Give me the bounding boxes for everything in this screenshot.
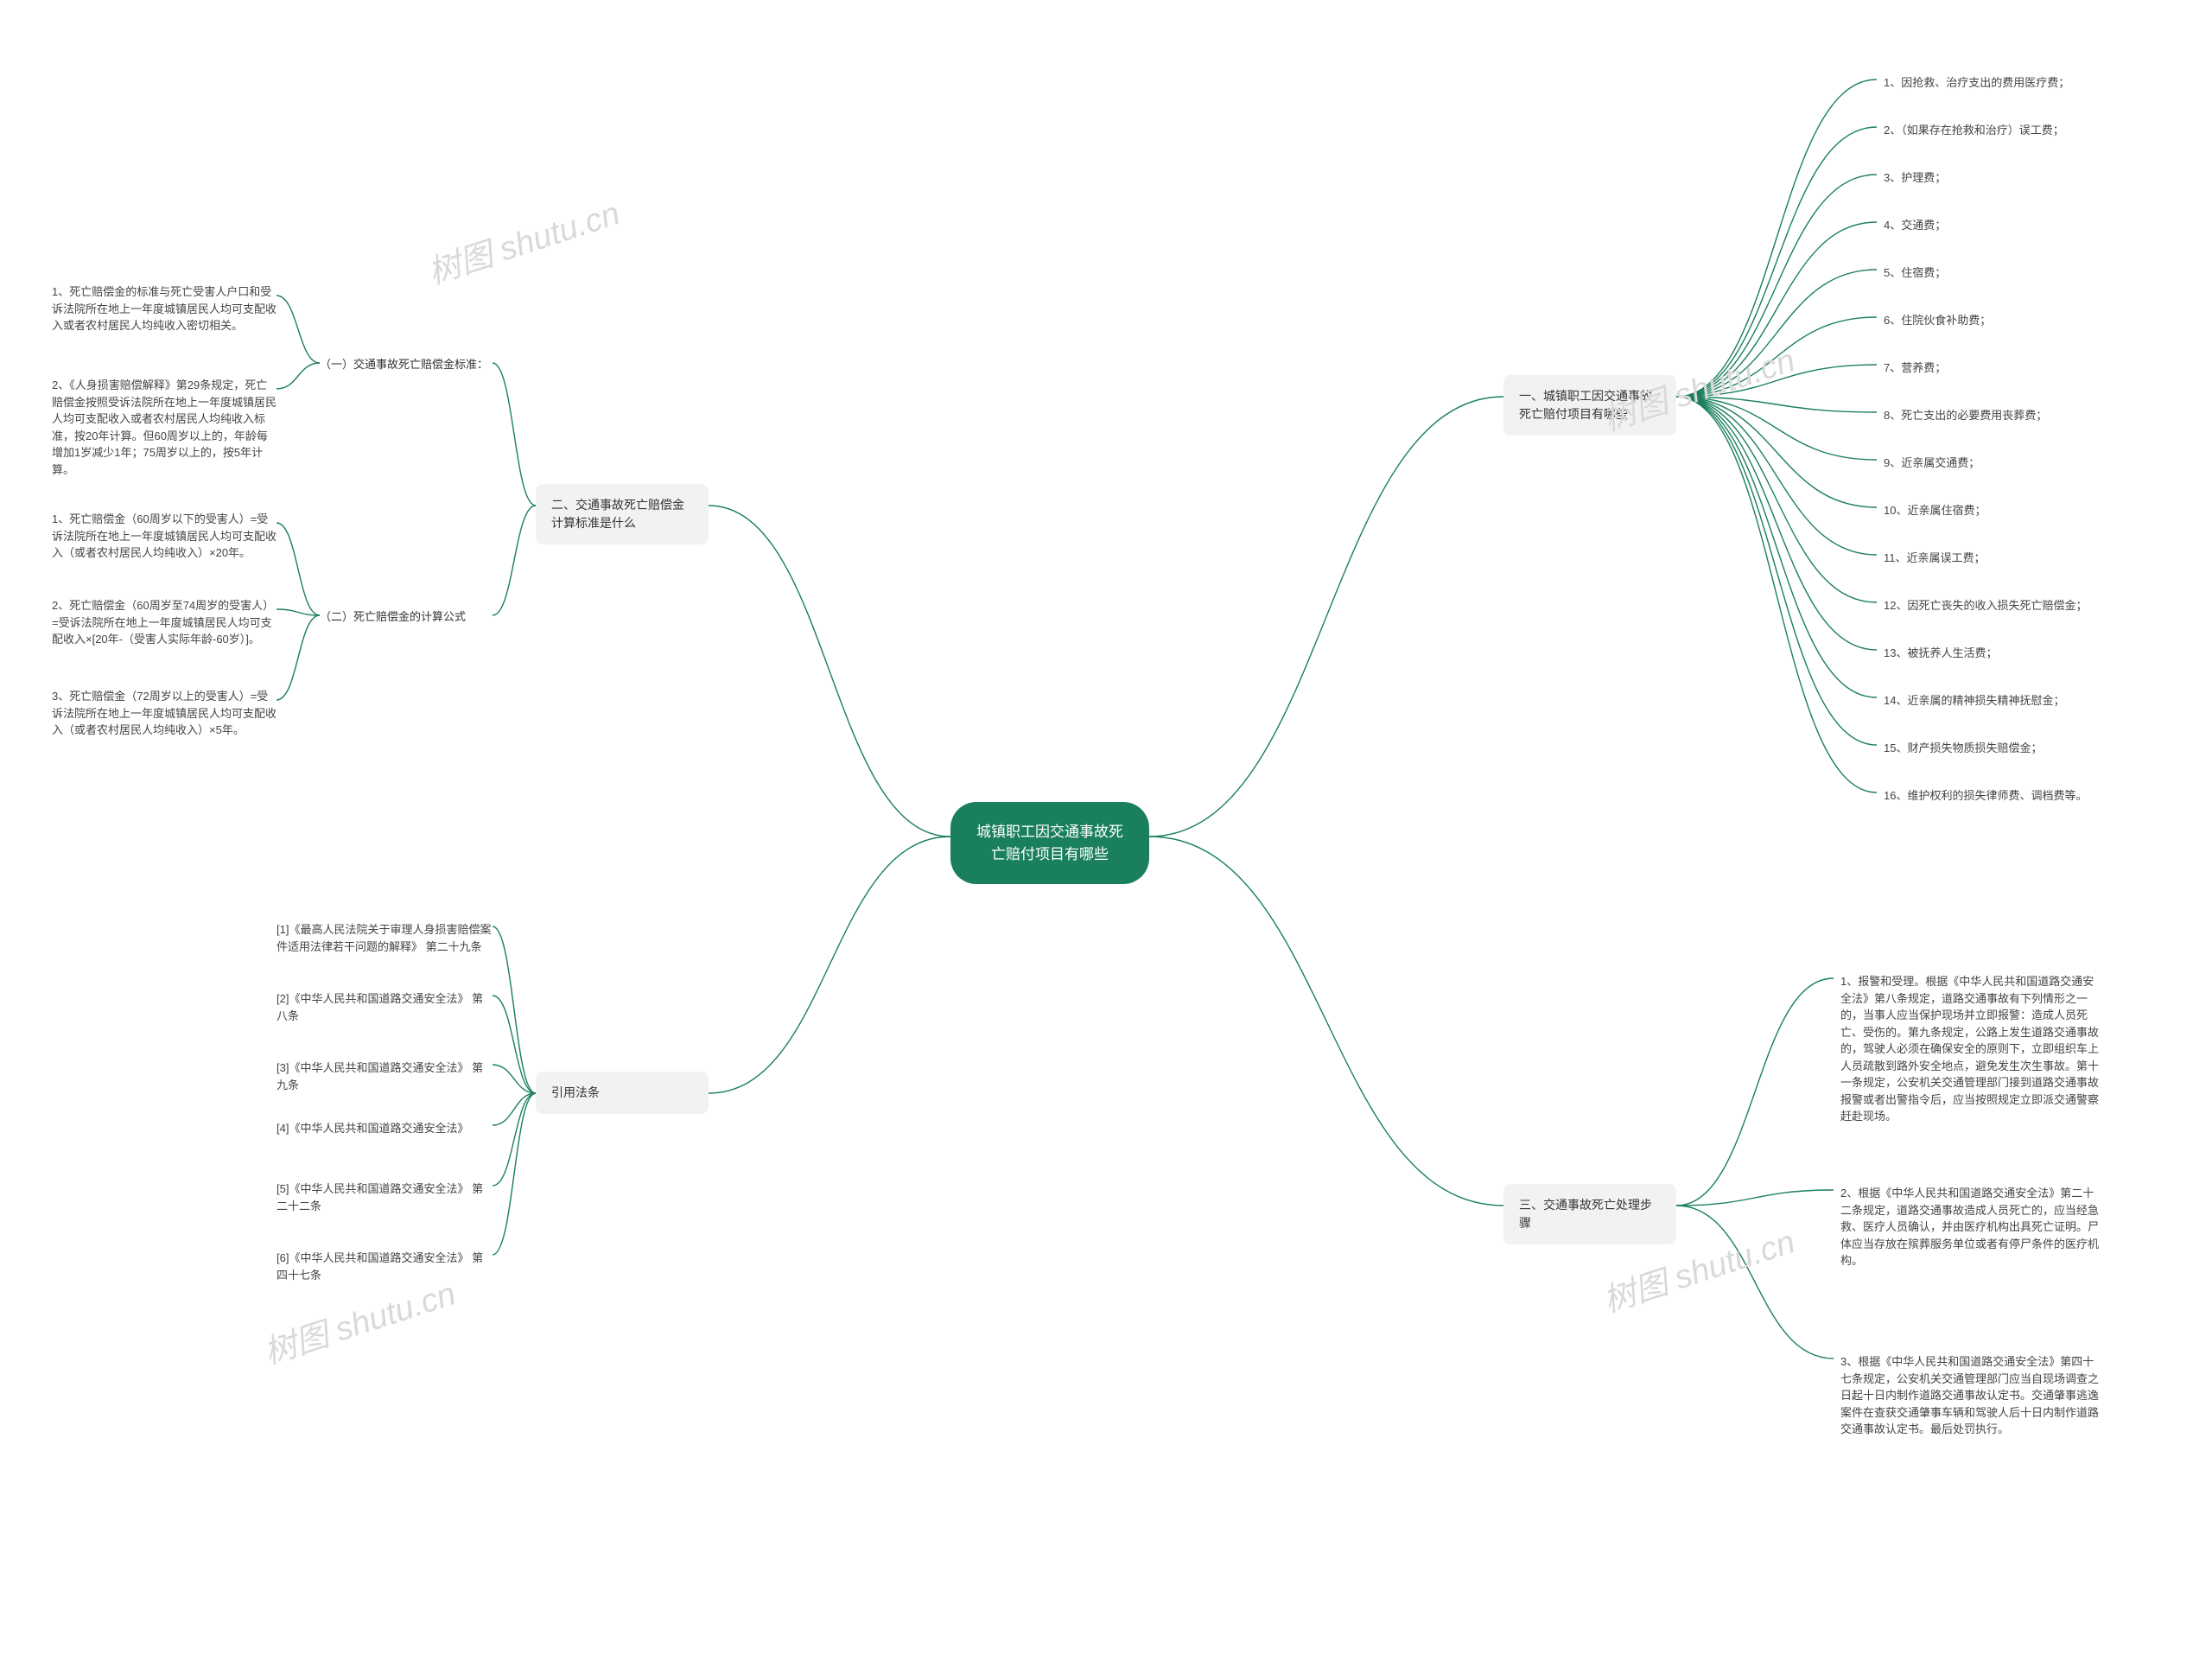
watermark: 树图 shutu.cn [421,187,625,293]
leaf-node: 15、财产损失物质损失赔偿金； [1884,735,2100,762]
sub-node: （一）交通事故死亡赔偿金标准： [320,353,501,377]
leaf-node: 10、近亲属住宿费； [1884,497,2100,525]
leaf-node: [3]《中华人民共和国道路交通安全法》 第九条 [276,1054,493,1098]
leaf-node: 6、住院伙食补助费； [1884,307,2100,334]
branch-node[interactable]: 一、城镇职工因交通事故死亡赔付项目有哪些 [1503,375,1676,436]
branch-label: 引用法条 [551,1085,600,1099]
leaf-node: 2、（如果存在抢救和治疗）误工费； [1884,117,2100,144]
sub-node: （二）死亡赔偿金的计算公式 [320,605,501,629]
leaf-node: 1、死亡赔偿金的标准与死亡受害人户口和受诉法院所在地上一年度城镇居民人均可支配收… [52,278,276,340]
leaf-node: 3、根据《中华人民共和国道路交通安全法》第四十七条规定，公安机关交通管理部门应当… [1840,1348,2100,1443]
leaf-node: 9、近亲属交通费； [1884,449,2100,477]
leaf-node: 7、营养费； [1884,354,2100,382]
leaf-node: 1、报警和受理。根据《中华人民共和国道路交通安全法》第八条规定，道路交通事故有下… [1840,968,2100,1130]
branch-node[interactable]: 二、交通事故死亡赔偿金计算标准是什么 [536,484,709,544]
branch-node[interactable]: 引用法条 [536,1072,709,1114]
leaf-node: 2、《人身损害赔偿解释》第29条规定，死亡赔偿金按照受诉法院所在地上一年度城镇居… [52,372,276,483]
leaf-node: 13、被抚养人生活费； [1884,640,2100,667]
leaf-node: 12、因死亡丧失的收入损失死亡赔偿金； [1884,592,2100,620]
center-label: 城镇职工因交通事故死亡赔付项目有哪些 [976,824,1123,862]
leaf-node: 11、近亲属误工费； [1884,544,2100,572]
leaf-node: [5]《中华人民共和国道路交通安全法》 第二十二条 [276,1175,493,1219]
center-node[interactable]: 城镇职工因交通事故死亡赔付项目有哪些 [950,802,1149,884]
leaf-node: 4、交通费； [1884,212,2100,239]
leaf-node: 16、维护权利的损失律师费、调档费等。 [1884,782,2100,810]
leaf-node: [2]《中华人民共和国道路交通安全法》 第八条 [276,985,493,1029]
mindmap-canvas: 城镇职工因交通事故死亡赔付项目有哪些 一、城镇职工因交通事故死亡赔付项目有哪些 1… [0,0,2212,1680]
leaf-node: 5、住宿费； [1884,259,2100,287]
leaf-node: 8、死亡支出的必要费用丧葬费； [1884,402,2100,430]
leaf-node: [1]《最高人民法院关于审理人身损害赔偿案件适用法律若干问题的解释》 第二十九条 [276,916,493,960]
leaf-node: 1、因抢救、治疗支出的费用医疗费； [1884,69,2100,97]
leaf-node: [4]《中华人民共和国道路交通安全法》 [276,1115,493,1142]
branch-label: 一、城镇职工因交通事故死亡赔付项目有哪些 [1519,389,1652,421]
leaf-node: 2、根据《中华人民共和国道路交通安全法》第二十二条规定，道路交通事故造成人员死亡… [1840,1180,2100,1275]
leaf-node: [6]《中华人民共和国道路交通安全法》 第四十七条 [276,1244,493,1289]
branch-label: 三、交通事故死亡处理步骤 [1519,1198,1652,1230]
branch-node[interactable]: 三、交通事故死亡处理步骤 [1503,1184,1676,1244]
branch-label: 二、交通事故死亡赔偿金计算标准是什么 [551,498,684,530]
leaf-node: 2、死亡赔偿金（60周岁至74周岁的受害人）=受诉法院所在地上一年度城镇居民人均… [52,592,276,653]
leaf-node: 3、护理费； [1884,164,2100,192]
leaf-node: 3、死亡赔偿金（72周岁以上的受害人）=受诉法院所在地上一年度城镇居民人均可支配… [52,683,276,744]
leaf-node: 1、死亡赔偿金（60周岁以下的受害人）=受诉法院所在地上一年度城镇居民人均可支配… [52,506,276,567]
leaf-node: 14、近亲属的精神损失精神抚慰金； [1884,687,2100,715]
